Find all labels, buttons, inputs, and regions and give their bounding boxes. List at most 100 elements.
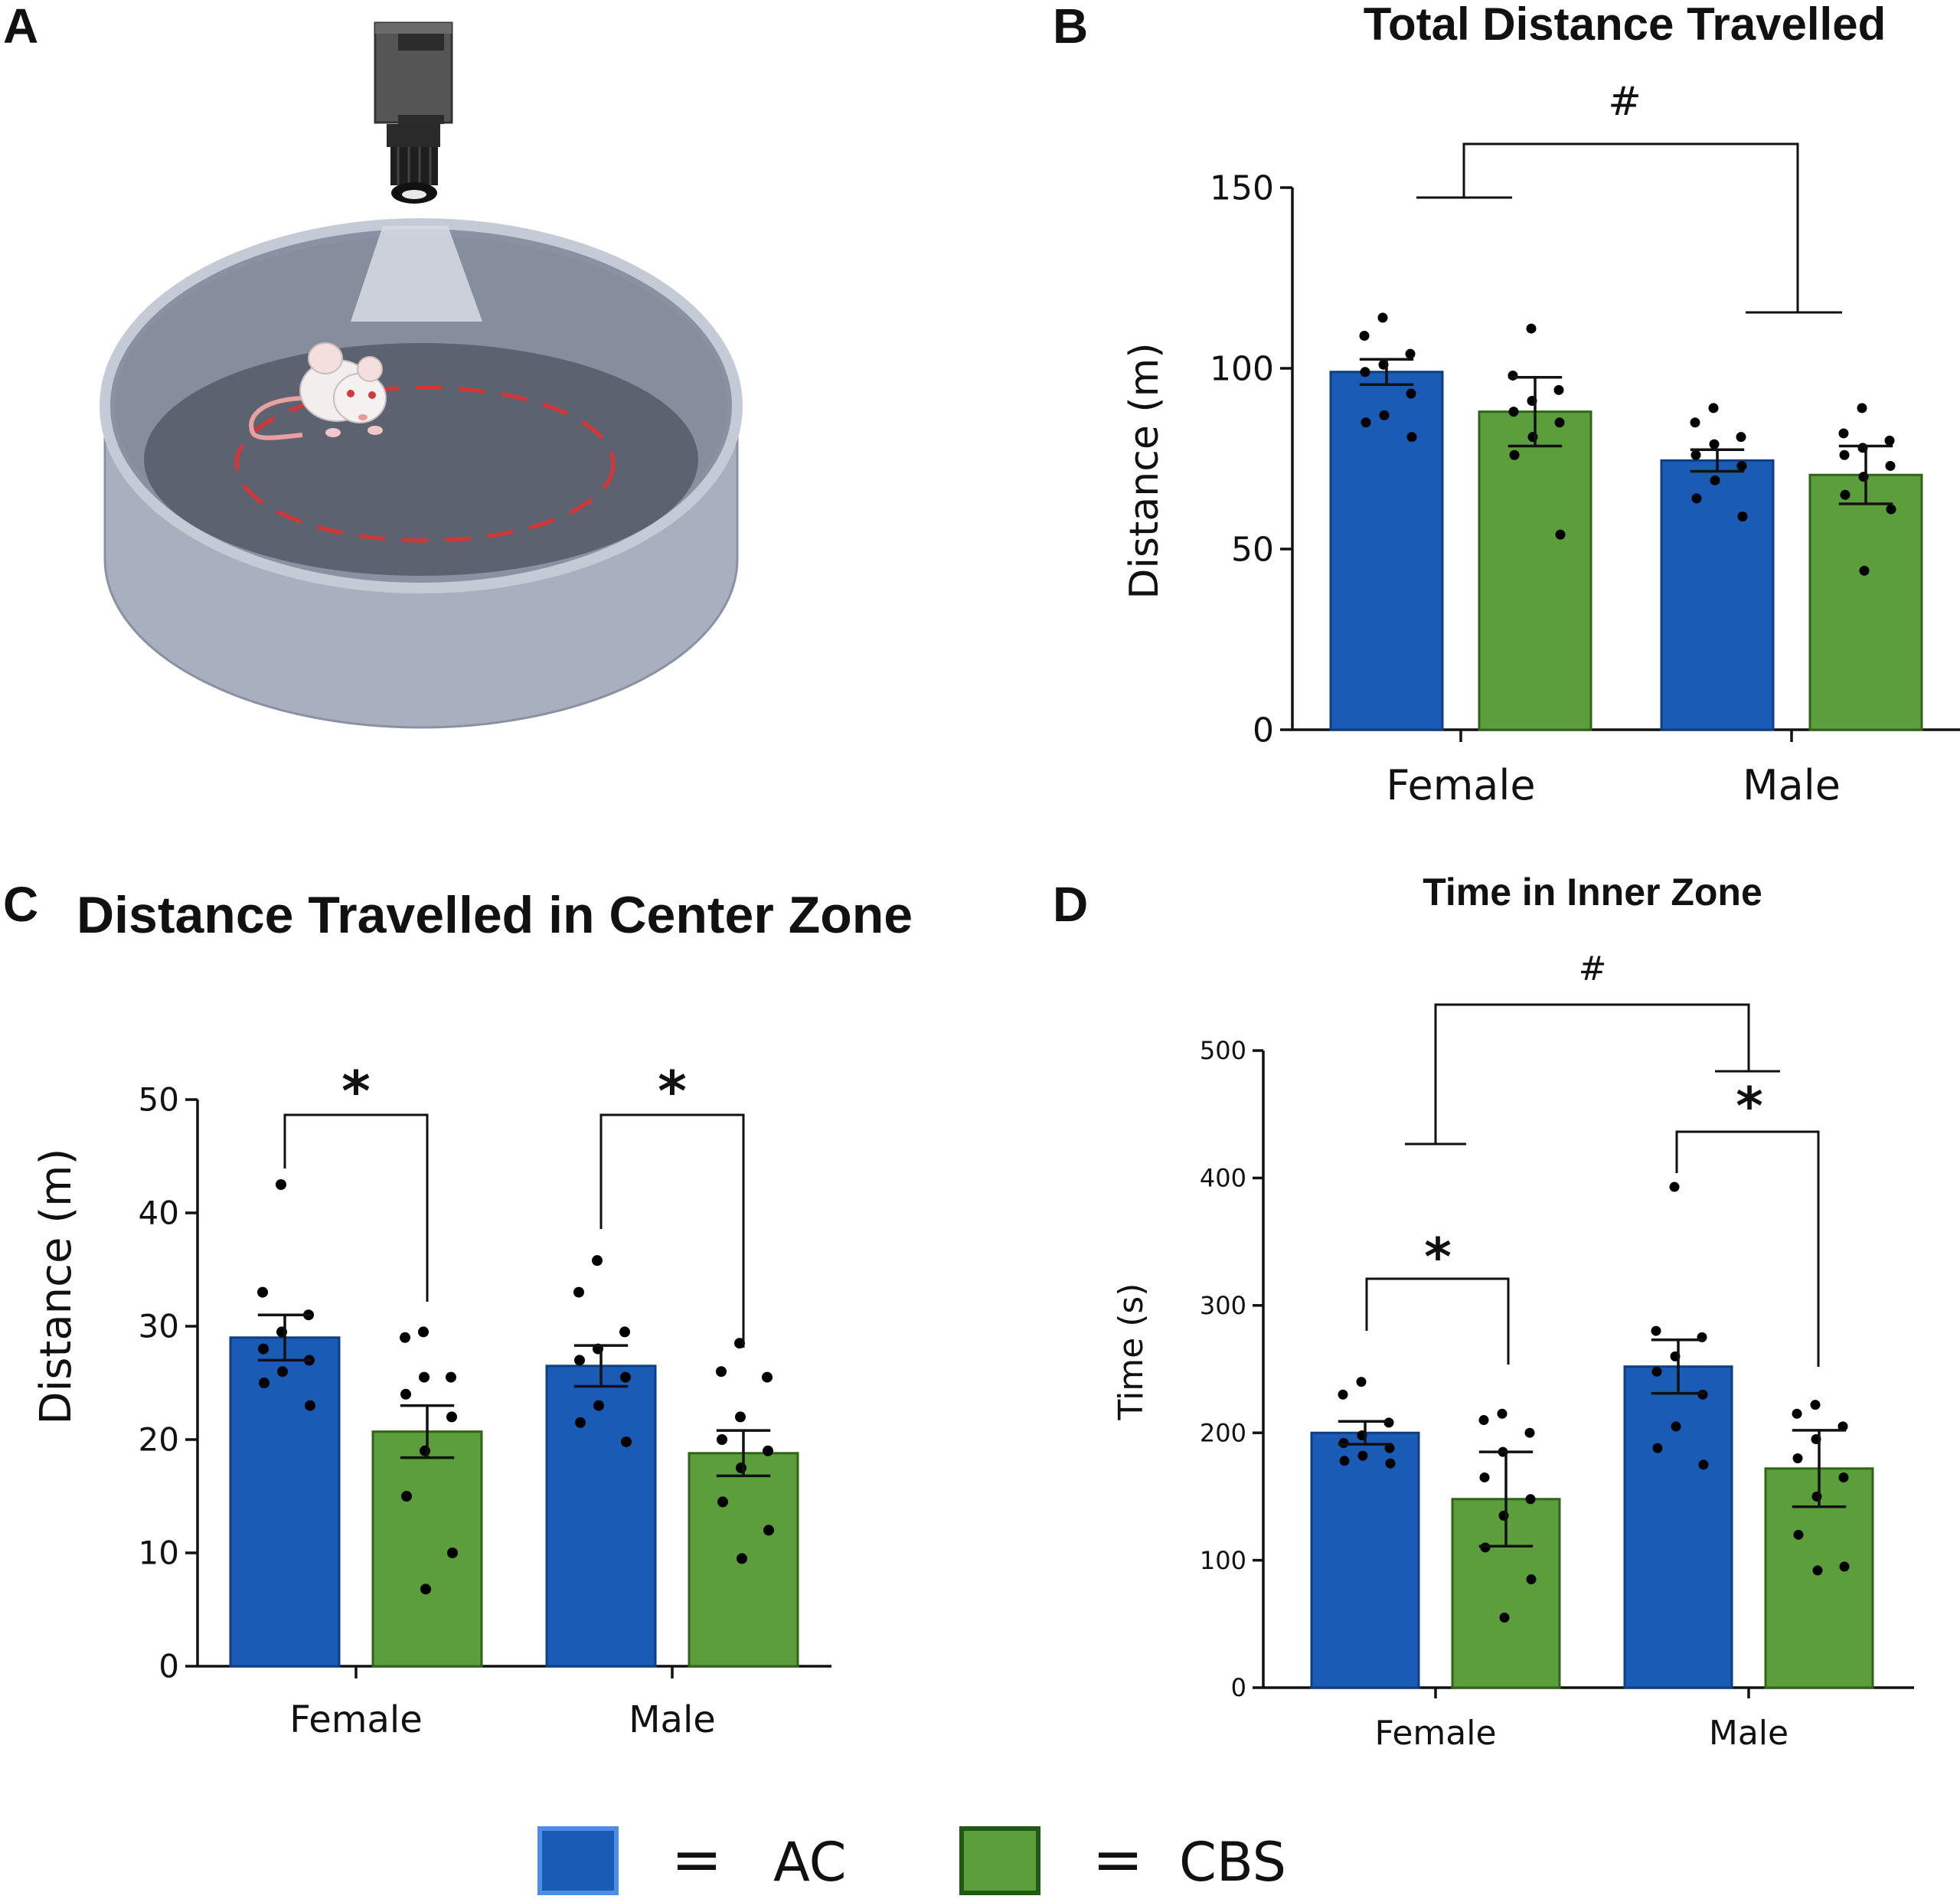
point-b-cbs-male (1886, 504, 1896, 515)
y-tick-label-c: 0 (158, 1648, 179, 1685)
legend-label-cbs: CBS (1179, 1831, 1286, 1894)
point-d-ac-male (1651, 1366, 1662, 1377)
annotation-c-male-star: * (658, 1059, 687, 1123)
point-d-cbs-female (1497, 1408, 1508, 1419)
point-d-ac-female (1357, 1450, 1368, 1461)
point-c-cbs-male (717, 1496, 728, 1508)
bracket-c-male: * (599, 1059, 745, 1348)
point-b-cbs-female (1509, 449, 1520, 460)
bar-b-cbs-female (1478, 410, 1592, 731)
legend-swatch-cbs (959, 1826, 1040, 1895)
camera-icon (374, 21, 453, 204)
point-c-ac-male (575, 1417, 586, 1428)
bar-d-ac-female (1310, 1431, 1420, 1689)
bar-b-ac-male (1660, 459, 1775, 731)
point-c-ac-male (573, 1286, 584, 1298)
point-b-cbs-male (1885, 460, 1896, 471)
point-c-cbs-female (420, 1584, 431, 1595)
point-d-ac-male (1669, 1182, 1680, 1192)
point-c-ac-male (593, 1400, 604, 1411)
point-b-cbs-female (1554, 417, 1565, 428)
point-b-cbs-female (1508, 370, 1518, 381)
point-d-ac-male (1671, 1421, 1681, 1432)
point-c-cbs-female (400, 1388, 411, 1400)
y-tick-label-c: 20 (139, 1421, 179, 1459)
point-d-ac-female (1339, 1456, 1350, 1466)
point-b-cbs-male (1884, 435, 1895, 446)
point-c-cbs-male (763, 1525, 774, 1536)
annotation-c-female-star: * (341, 1059, 371, 1123)
point-b-cbs-male (1840, 489, 1851, 500)
x-tick-label-b: Male (1743, 761, 1841, 809)
point-c-cbs-female (419, 1371, 430, 1383)
point-b-cbs-female (1526, 323, 1537, 334)
bracket-d-male: * (1675, 1077, 1820, 1367)
point-b-ac-female (1361, 417, 1371, 428)
point-c-cbs-male (762, 1371, 773, 1383)
y-tick-label-d: 0 (1231, 1673, 1246, 1702)
point-c-cbs-female (446, 1411, 457, 1423)
y-tick-label-c: 40 (139, 1195, 179, 1232)
point-b-ac-male (1710, 475, 1720, 485)
point-b-ac-female (1405, 348, 1416, 359)
annotation-d-hash: # (1579, 950, 1607, 989)
point-b-ac-female (1406, 388, 1416, 399)
bar-c-ac-female (229, 1336, 341, 1668)
point-c-ac-male (574, 1355, 585, 1366)
panel-label-b: B (1053, 0, 1088, 54)
y-tick-label-b: 50 (1231, 530, 1274, 569)
point-b-ac-female (1406, 432, 1417, 443)
bar-c-ac-male (545, 1365, 657, 1668)
bracket-d-sex: # (1405, 950, 1780, 1146)
point-d-cbs-female (1524, 1427, 1535, 1438)
chart-marks-d: 0 100 200 300 400 500 Female Male (1200, 1036, 1874, 1753)
bracket-c-female: * (283, 1059, 429, 1302)
y-axis-label-c: Distance (m) (31, 1149, 81, 1425)
point-b-cbs-female (1555, 529, 1566, 540)
x-tick-label-c: Male (629, 1698, 716, 1741)
y-tick-label-c: 30 (139, 1308, 179, 1345)
point-c-ac-female (259, 1378, 270, 1388)
point-c-ac-female (277, 1366, 288, 1378)
chart-marks-b: 0 50 100 150 Female Male (1210, 168, 1923, 809)
point-c-cbs-male (735, 1411, 746, 1423)
point-d-cbs-male (1792, 1408, 1802, 1419)
point-b-ac-male (1691, 493, 1702, 504)
annotation-b-hash: # (1608, 79, 1642, 125)
point-d-cbs-female (1525, 1494, 1536, 1505)
legend: = AC = CBS (537, 1824, 1286, 1895)
point-c-ac-male (621, 1436, 632, 1447)
annotation-d-male-star: * (1736, 1077, 1763, 1137)
point-b-cbs-male (1839, 449, 1850, 460)
panel-label-a: A (3, 0, 38, 54)
point-d-cbs-female (1479, 1472, 1490, 1482)
point-c-ac-female (276, 1179, 286, 1190)
rat-icon (249, 342, 387, 440)
point-d-ac-male (1651, 1325, 1661, 1336)
legend-swatch-ac (537, 1826, 619, 1895)
point-d-cbs-female (1526, 1574, 1537, 1585)
point-d-ac-female (1356, 1377, 1367, 1387)
annotation-d-female-star: * (1424, 1227, 1452, 1288)
point-c-cbs-female (447, 1548, 458, 1558)
point-b-ac-male (1737, 512, 1748, 522)
point-d-cbs-female (1478, 1415, 1489, 1426)
y-tick-label-c: 10 (139, 1535, 179, 1572)
y-tick-label-d: 200 (1200, 1418, 1246, 1447)
point-b-cbs-male (1857, 403, 1867, 413)
point-c-cbs-male (763, 1445, 773, 1456)
legend-equals-ac: = (671, 1824, 722, 1895)
y-axis-label-b: Distance (m) (1122, 342, 1168, 599)
point-c-cbs-female (420, 1445, 430, 1456)
bar-d-ac-male (1623, 1365, 1733, 1689)
point-c-cbs-male (736, 1463, 746, 1473)
point-c-cbs-female (418, 1326, 429, 1338)
point-b-ac-female (1377, 312, 1388, 323)
point-c-cbs-female (401, 1491, 412, 1502)
point-c-cbs-male (737, 1553, 747, 1564)
point-c-ac-female (305, 1400, 315, 1411)
y-axis-label-d: Time (s) (1112, 1283, 1151, 1421)
x-tick-label-d: Male (1709, 1714, 1788, 1753)
bar-b-ac-female (1329, 371, 1444, 731)
